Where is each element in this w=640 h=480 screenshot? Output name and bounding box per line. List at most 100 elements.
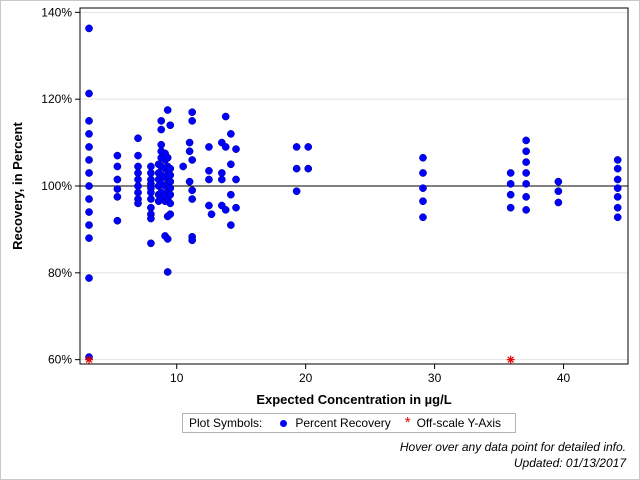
recovery-point <box>134 162 142 171</box>
recovery-point <box>613 213 622 222</box>
recovery-point <box>157 125 166 134</box>
recovery-point <box>147 239 155 248</box>
recovery-point <box>522 179 530 188</box>
recovery-point <box>85 143 93 151</box>
recovery-point <box>85 130 93 138</box>
recovery-point <box>613 184 622 193</box>
recovery-point <box>85 274 93 282</box>
recovery-point <box>188 156 197 164</box>
recovery-point <box>217 169 226 177</box>
x-tick-label: 10 <box>170 371 184 385</box>
legend-title: Plot Symbols: <box>189 416 263 430</box>
recovery-point <box>166 171 175 179</box>
updated-date: Updated: 01/13/2017 <box>513 456 626 470</box>
recovery-point <box>134 175 142 184</box>
legend-item-off-scale: Off-scale Y-Axis <box>416 416 502 430</box>
y-tick-label: 140% <box>41 5 72 19</box>
recovery-point <box>147 169 155 177</box>
recovery-point <box>134 134 142 143</box>
recovery-point <box>179 162 188 171</box>
recovery-point <box>292 143 301 151</box>
recovery-point <box>185 147 194 156</box>
recovery-point <box>157 117 166 125</box>
y-axis-title: Recovery, in Percent <box>10 122 25 250</box>
recovery-point <box>506 179 515 188</box>
hover-note: Hover over any data point for detailed i… <box>399 440 626 454</box>
recovery-point <box>147 214 155 223</box>
y-tick-label: 100% <box>41 179 72 193</box>
recovery-point <box>134 199 142 208</box>
recovery-point <box>613 156 622 164</box>
recovery-point <box>166 190 175 199</box>
recovery-point <box>134 169 142 177</box>
recovery-point <box>166 121 175 130</box>
x-tick-label: 20 <box>299 371 313 385</box>
recovery-point <box>85 208 93 216</box>
recovery-point <box>85 182 93 190</box>
recovery-point <box>85 156 93 164</box>
axes: 60% 80% 100% 120% 140% 10 20 30 40 <box>41 5 629 385</box>
recovery-point <box>113 216 122 225</box>
recovery-point <box>232 145 240 153</box>
recovery-point <box>163 153 172 162</box>
recovery-point <box>85 221 93 229</box>
recovery-point <box>113 185 122 193</box>
recovery-point <box>113 151 122 160</box>
recovery-point <box>188 186 197 195</box>
recovery-point <box>522 147 530 156</box>
recovery-point <box>85 24 93 33</box>
recovery-point <box>613 164 622 173</box>
recovery-point <box>147 203 155 212</box>
recovery-point <box>157 140 166 149</box>
recovery-point <box>147 195 155 203</box>
recovery-point <box>163 235 172 243</box>
recovery-point <box>166 199 175 208</box>
recovery-point <box>419 169 427 177</box>
recovery-point <box>227 190 235 199</box>
y-tick-label: 80% <box>48 266 72 280</box>
data-points <box>85 24 622 364</box>
recovery-point <box>205 166 213 175</box>
recovery-point <box>554 198 563 207</box>
recovery-point <box>554 187 563 196</box>
recovery-point <box>188 195 197 203</box>
recovery-point <box>522 158 530 166</box>
recovery-point <box>134 188 142 197</box>
recovery-point <box>207 210 216 219</box>
legend: Plot Symbols: Percent Recovery * Off-sca… <box>182 413 516 433</box>
recovery-point <box>188 117 197 125</box>
recovery-point <box>506 203 515 212</box>
recovery-point <box>85 169 93 177</box>
scatter-chart: 60% 80% 100% 120% 140% 10 20 30 40 Expected Conc… <box>10 5 629 407</box>
recovery-point <box>113 175 122 184</box>
recovery-point <box>292 187 301 196</box>
recovery-point <box>166 177 175 186</box>
x-tick-label: 30 <box>428 371 442 385</box>
recovery-point <box>227 130 235 138</box>
recovery-point <box>506 169 515 177</box>
recovery-point <box>85 89 93 98</box>
recovery-point <box>304 164 313 173</box>
recovery-point <box>85 234 93 242</box>
recovery-point <box>185 177 194 186</box>
recovery-point <box>188 108 197 117</box>
recovery-point <box>113 193 122 201</box>
recovery-point <box>554 177 563 186</box>
recovery-point <box>85 117 93 125</box>
recovery-point <box>304 143 313 151</box>
recovery-point <box>134 151 142 160</box>
recovery-point <box>227 221 235 229</box>
recovery-point <box>205 175 213 184</box>
y-tick-label: 120% <box>41 92 72 106</box>
recovery-point <box>227 160 235 169</box>
recovery-point <box>163 106 172 114</box>
recovery-point <box>522 136 530 145</box>
recovery-point <box>188 236 197 245</box>
recovery-point <box>613 175 622 184</box>
offscale-point <box>506 355 515 364</box>
recovery-point <box>292 164 301 173</box>
recovery-point <box>221 206 230 214</box>
recovery-point <box>147 162 155 171</box>
legend-circle-icon <box>280 419 288 427</box>
x-tick-label: 40 <box>557 371 571 385</box>
